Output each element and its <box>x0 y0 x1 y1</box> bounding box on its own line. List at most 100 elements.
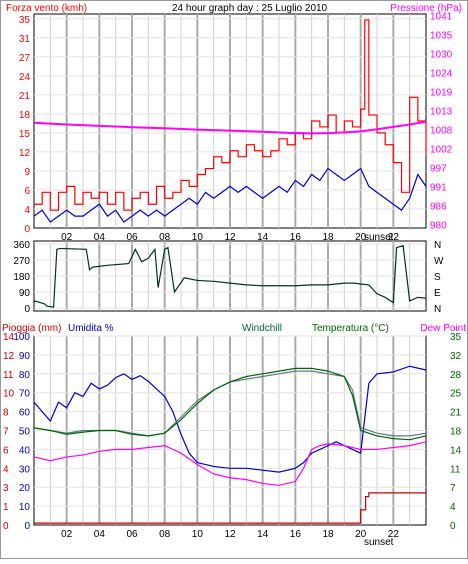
p3-right-tick-10: 35 <box>450 332 462 343</box>
p1-left-tick-6: 18 <box>19 110 31 121</box>
dewpoint-legend: Dew Point <box>420 323 466 334</box>
p2-right-tick-4: N <box>434 304 441 315</box>
panel3-series <box>33 365 427 524</box>
p1-left-tick-9: 27 <box>19 53 31 64</box>
p1-left-tick-5: 15 <box>19 129 31 140</box>
p3-left-tick-6: 60 <box>19 408 31 419</box>
p3-rain-tick-1: 1 <box>3 502 9 513</box>
panel2-series <box>33 245 427 308</box>
p2-left-tick-1: 270 <box>13 256 30 267</box>
p3-right-tick-7: 25 <box>450 389 462 400</box>
p3-right-tick-6: 21 <box>450 408 462 419</box>
panel1-x-ticks: 02 04 06 08 10 12 14 16 18 20 22 <box>61 232 399 243</box>
p1-x-tick-10: 22 <box>388 232 400 243</box>
p2-left-tick-3: 90 <box>19 288 31 299</box>
sunset-annotation-1: sunset <box>364 232 394 243</box>
p3-x-tick-2: 06 <box>126 529 138 540</box>
p3-left-tick-4: 40 <box>19 445 31 456</box>
p3-rain-tick-9: 12 <box>3 351 15 362</box>
p1-x-tick-5: 12 <box>224 232 236 243</box>
p1-x-tick-7: 16 <box>290 232 302 243</box>
panel2-grid <box>34 241 426 311</box>
p3-right-tick-3: 11 <box>450 464 461 475</box>
p1-series-2 <box>33 120 427 135</box>
p1-x-tick-2: 06 <box>126 232 138 243</box>
p3-series-4 <box>33 367 427 441</box>
panel3-rain-ticks: 0 1 3 4 6 7 8 10 11 12 14 <box>3 332 15 532</box>
windchill-legend: Windchill <box>242 323 282 334</box>
p3-right-tick-2: 7 <box>450 483 456 494</box>
p3-right-tick-0: 0 <box>450 521 456 532</box>
p1-x-tick-1: 04 <box>94 232 106 243</box>
p3-series-0 <box>33 365 427 473</box>
p1-right-tick-5: 1008 <box>430 126 453 137</box>
pressure-axis-label: Pressione (hPa) <box>390 3 462 14</box>
panel3-right-ticks: 0 4 7 11 14 18 21 25 28 32 35 <box>450 332 462 532</box>
p3-x-tick-5: 12 <box>224 529 236 540</box>
p3-rain-tick-2: 3 <box>3 483 9 494</box>
p3-left-tick-8: 80 <box>19 370 31 381</box>
p2-series-0 <box>33 245 427 308</box>
p1-right-tick-10: 1035 <box>430 31 453 42</box>
p1-x-tick-4: 10 <box>192 232 204 243</box>
p1-x-tick-3: 08 <box>159 232 171 243</box>
p1-x-tick-6: 14 <box>257 232 269 243</box>
p3-left-tick-1: 10 <box>19 502 31 513</box>
p1-right-tick-3: 997 <box>430 164 447 175</box>
panel1-left-ticks: 0 4 6 9 12 15 18 21 24 27 31 35 <box>19 15 31 235</box>
p1-right-tick-11: 1041 <box>430 12 453 23</box>
p1-x-tick-9: 20 <box>355 232 367 243</box>
p3-rain-tick-4: 6 <box>3 445 9 456</box>
panel2-left-ticks: 360 270 180 90 0 <box>13 240 30 315</box>
sunset-annotation-3: sunset <box>364 537 394 548</box>
rain-axis-label: Pioggia (mm) <box>2 323 61 334</box>
p3-x-tick-10: 22 <box>388 529 400 540</box>
p2-left-tick-2: 180 <box>13 272 30 283</box>
graph-title: 24 hour graph day : 25 Luglio 2010 <box>172 3 328 14</box>
p3-x-tick-6: 14 <box>257 529 269 540</box>
temperature-legend: Temperatura (°C) <box>312 323 389 334</box>
p3-rain-tick-3: 4 <box>3 464 9 475</box>
p1-right-tick-6: 1013 <box>430 107 453 118</box>
p3-x-tick-3: 08 <box>159 529 171 540</box>
p1-right-tick-1: 986 <box>430 202 447 213</box>
p1-left-tick-11: 35 <box>19 15 31 26</box>
p3-right-tick-8: 28 <box>450 370 462 381</box>
p3-rain-tick-0: 0 <box>3 521 9 532</box>
p3-left-tick-9: 90 <box>19 351 31 362</box>
p3-rain-tick-5: 7 <box>3 427 9 438</box>
p1-right-tick-9: 1030 <box>430 50 453 61</box>
p1-left-tick-4: 12 <box>19 148 31 159</box>
humidity-axis-label: Umidita % <box>68 323 114 334</box>
p3-x-tick-4: 10 <box>192 529 204 540</box>
p1-left-tick-10: 31 <box>19 34 31 45</box>
p1-right-tick-2: 991 <box>430 183 447 194</box>
p3-rain-tick-8: 11 <box>3 370 14 381</box>
p2-right-tick-1: W <box>434 256 444 267</box>
panel3-left-ticks: 0 10 20 30 40 50 60 70 80 90 100 <box>13 332 30 532</box>
panel1-right-ticks: 980 986 991 997 1002 1008 1013 1019 1024 1030 1035… <box>430 12 453 232</box>
p3-rain-tick-10: 14 <box>3 332 15 343</box>
p1-left-tick-1: 4 <box>24 205 30 216</box>
p1-left-tick-3: 9 <box>24 167 30 178</box>
panel3-x-ticks: 02 04 06 08 10 12 14 16 18 20 22 <box>61 529 399 540</box>
p3-series-2 <box>33 441 427 486</box>
p3-left-tick-10: 100 <box>13 332 30 343</box>
p2-right-tick-0: N <box>434 240 441 251</box>
panel3-grid <box>34 335 426 525</box>
p1-right-tick-8: 1024 <box>430 69 453 80</box>
p2-right-tick-2: S <box>434 272 441 283</box>
p1-left-tick-2: 6 <box>24 186 30 197</box>
p3-x-tick-7: 16 <box>290 529 302 540</box>
p1-x-tick-8: 18 <box>322 232 334 243</box>
p1-right-tick-0: 980 <box>430 221 447 232</box>
p2-right-tick-3: E <box>434 288 441 299</box>
p1-right-tick-7: 1019 <box>430 88 453 99</box>
panel-humidity-temperature: Pioggia (mm) Umidita % Windchill Tempera… <box>2 323 466 548</box>
p3-series-1 <box>34 492 426 524</box>
panel1-series <box>33 19 427 223</box>
